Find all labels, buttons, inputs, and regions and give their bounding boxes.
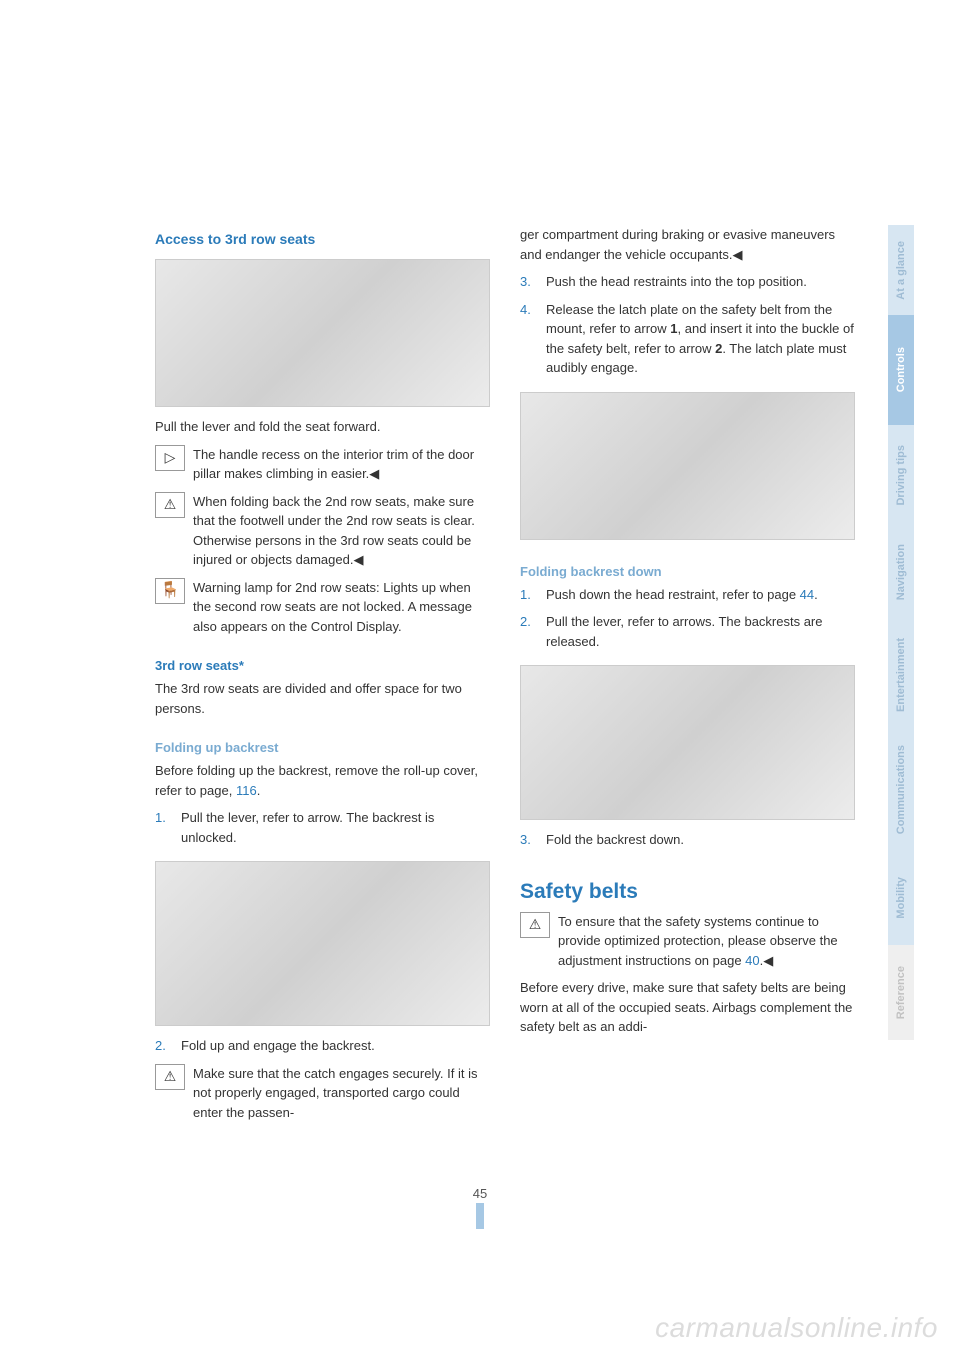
- figure-seat-lever: [155, 259, 490, 407]
- list-item-3: 3. Push the head restraints into the top…: [520, 272, 855, 292]
- left-column: Access to 3rd row seats Pull the lever a…: [155, 225, 490, 1130]
- tab-label: Mobility: [895, 865, 907, 931]
- tab-controls[interactable]: Controls: [888, 315, 914, 425]
- list-number: 3.: [520, 272, 538, 292]
- tab-label: At a glance: [895, 229, 907, 312]
- tab-at-a-glance[interactable]: At a glance: [888, 225, 914, 315]
- tab-communications[interactable]: Communications: [888, 730, 914, 850]
- list-text: Pull the lever, refer to arrow. The back…: [181, 808, 490, 847]
- warning-icon: ⚠: [155, 492, 185, 518]
- text-3rd-row: The 3rd row seats are divided and offer …: [155, 679, 490, 718]
- tab-mobility[interactable]: Mobility: [888, 850, 914, 945]
- list-text: Pull the lever, refer to arrows. The bac…: [546, 612, 855, 651]
- tab-label: Controls: [895, 335, 907, 404]
- heading-folding-down: Folding backrest down: [520, 564, 855, 579]
- list-text: Release the latch plate on the safety be…: [546, 300, 855, 378]
- list-text: Push the head restraints into the top po…: [546, 272, 807, 292]
- list-number: 3.: [520, 830, 538, 850]
- tab-navigation[interactable]: Navigation: [888, 525, 914, 620]
- list-text: Fold up and engage the backrest.: [181, 1036, 375, 1056]
- note-warning-lamp: 🪑 Warning lamp for 2nd row seats: Lights…: [155, 578, 490, 637]
- page-content: Access to 3rd row seats Pull the lever a…: [155, 225, 855, 1130]
- figure-backrest-lever: [155, 861, 490, 1026]
- seat-lamp-icon: 🪑: [155, 578, 185, 604]
- tab-driving-tips[interactable]: Driving tips: [888, 425, 914, 525]
- list-number: 1.: [520, 585, 538, 605]
- list-text: Push down the head restraint, refer to p…: [546, 585, 818, 605]
- warning-icon: ⚠: [520, 912, 550, 938]
- list-item-1: 1. Pull the lever, refer to arrow. The b…: [155, 808, 490, 847]
- text-pull-lever: Pull the lever and fold the seat forward…: [155, 417, 490, 437]
- list-number: 2.: [520, 612, 538, 651]
- list-number: 2.: [155, 1036, 173, 1056]
- list-item-2: 2. Fold up and engage the backrest.: [155, 1036, 490, 1056]
- tab-entertainment[interactable]: Entertainment: [888, 620, 914, 730]
- note-handle-recess: ▷ The handle recess on the interior trim…: [155, 445, 490, 484]
- link-page-116[interactable]: 116: [236, 783, 257, 798]
- tab-label: Driving tips: [895, 433, 907, 518]
- tab-label: Reference: [895, 954, 907, 1031]
- list-item-d1: 1. Push down the head restraint, refer t…: [520, 585, 855, 605]
- right-column: ger compartment during braking or evasiv…: [520, 225, 855, 1130]
- list-number: 4.: [520, 300, 538, 378]
- link-page-44[interactable]: 44: [800, 587, 814, 602]
- page-number: 45: [473, 1186, 487, 1201]
- note-text: The handle recess on the interior trim o…: [193, 445, 490, 484]
- heading-access-3rd-row: Access to 3rd row seats: [155, 231, 490, 247]
- list-item-d3: 3. Fold the backrest down.: [520, 830, 855, 850]
- info-icon: ▷: [155, 445, 185, 471]
- figure-backrest-down: [520, 665, 855, 820]
- tab-label: Communications: [895, 733, 907, 846]
- note-text: To ensure that the safety systems contin…: [558, 912, 855, 971]
- watermark: carmanualsonline.info: [655, 1312, 938, 1344]
- tab-label: Entertainment: [895, 626, 907, 724]
- heading-safety-belts: Safety belts: [520, 880, 855, 904]
- heading-3rd-row-seats: 3rd row seats*: [155, 658, 490, 673]
- note-catch-engage: ⚠ Make sure that the catch engages secur…: [155, 1064, 490, 1123]
- list-item-4: 4. Release the latch plate on the safety…: [520, 300, 855, 378]
- list-number: 1.: [155, 808, 173, 847]
- text-before-drive: Before every drive, make sure that safet…: [520, 978, 855, 1037]
- heading-folding-up: Folding up backrest: [155, 740, 490, 755]
- text-foldup-intro: Before folding up the backrest, remove t…: [155, 761, 490, 800]
- note-text: When folding back the 2nd row seats, mak…: [193, 492, 490, 570]
- figure-safety-belt: [520, 392, 855, 540]
- warning-icon: ⚠: [155, 1064, 185, 1090]
- list-item-d2: 2. Pull the lever, refer to arrows. The …: [520, 612, 855, 651]
- note-text: Make sure that the catch engages securel…: [193, 1064, 490, 1123]
- tab-reference[interactable]: Reference: [888, 945, 914, 1040]
- list-text: Fold the backrest down.: [546, 830, 684, 850]
- note-safety-belts: ⚠ To ensure that the safety systems cont…: [520, 912, 855, 971]
- side-tabs: At a glance Controls Driving tips Navigatio…: [888, 225, 914, 1040]
- note-footwell-warning: ⚠ When folding back the 2nd row seats, m…: [155, 492, 490, 570]
- page-number-wrap: 45: [0, 1186, 960, 1229]
- page-number-bar: [476, 1203, 484, 1229]
- note-text: Warning lamp for 2nd row seats: Lights u…: [193, 578, 490, 637]
- tab-label: Navigation: [895, 532, 907, 612]
- link-page-40[interactable]: 40: [745, 953, 759, 968]
- text-continuation: ger compartment during braking or evasiv…: [520, 225, 855, 264]
